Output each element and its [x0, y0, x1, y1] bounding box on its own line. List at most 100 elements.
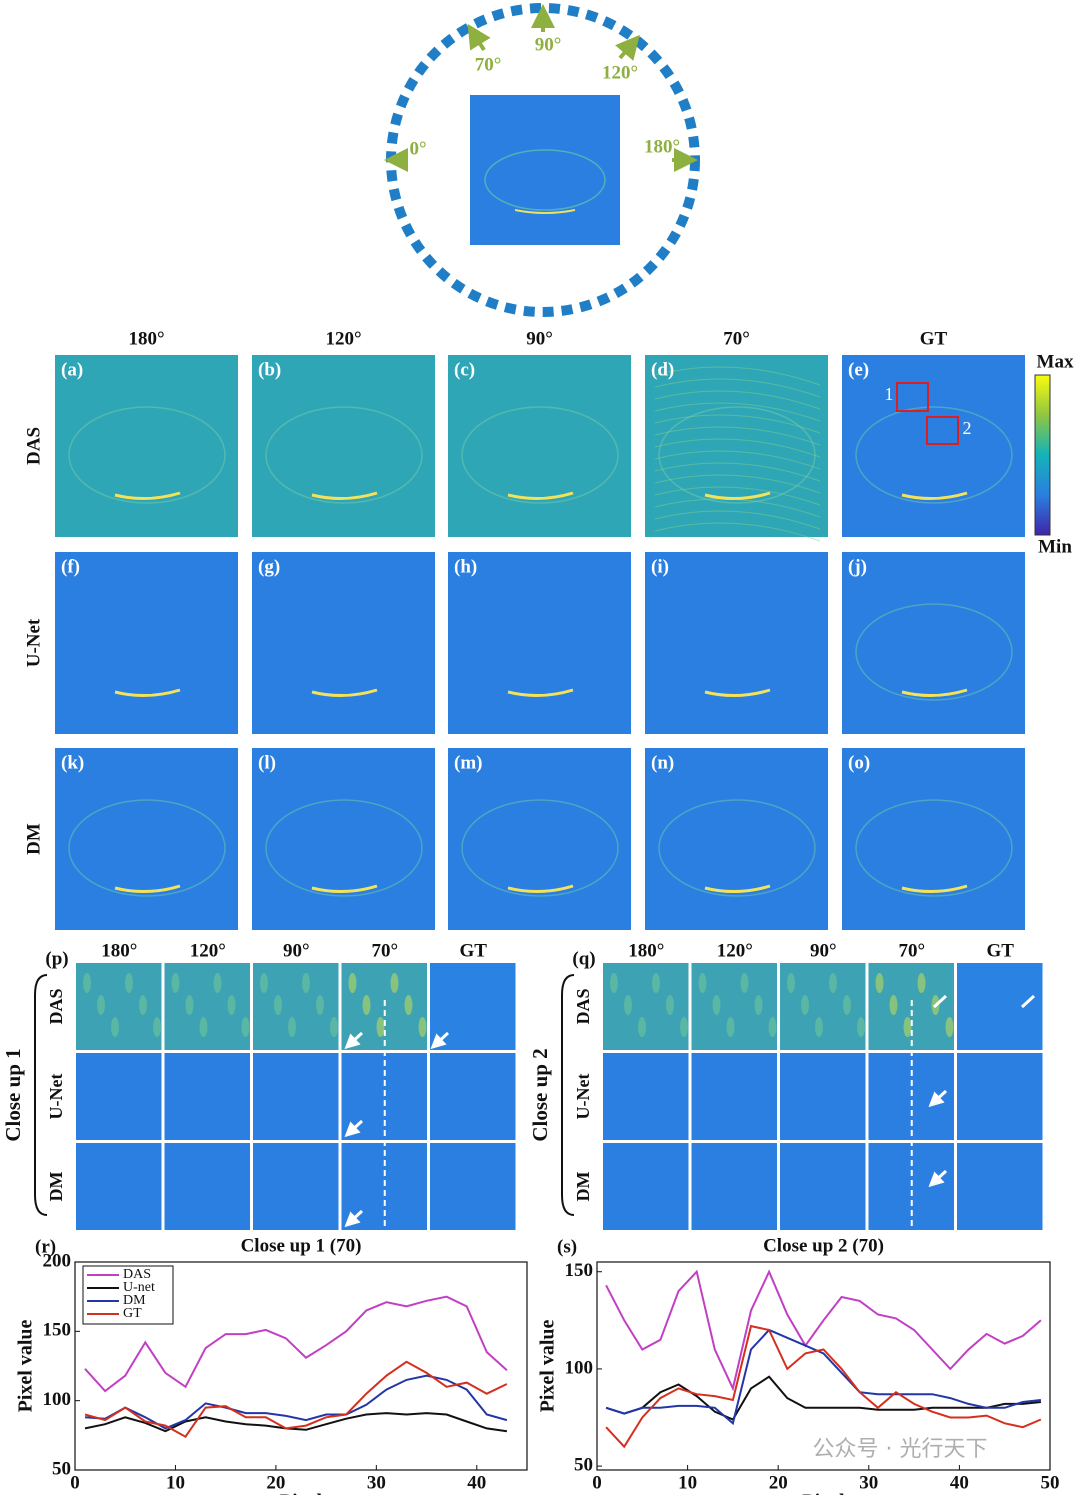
x-tick-label: 50 [1041, 1472, 1060, 1493]
closeup-image [957, 963, 1043, 1050]
closeup-image [957, 1053, 1043, 1140]
series-line [84, 1412, 508, 1433]
texture [404, 995, 413, 1015]
row-label: DM [23, 823, 44, 855]
anatomy [855, 799, 1013, 897]
angle-label: 0° [409, 138, 426, 159]
texture [843, 995, 851, 1015]
texture [768, 1017, 777, 1037]
bracket [561, 974, 575, 1216]
texture [903, 1017, 912, 1037]
texture [171, 973, 180, 993]
texture [348, 973, 357, 993]
panel-label: (l) [258, 752, 276, 773]
artifact [654, 510, 821, 530]
roi-label: 1 [885, 384, 894, 404]
row-label: DAS [573, 988, 593, 1024]
chart-label: (r) [35, 1236, 56, 1257]
anatomy [461, 799, 619, 897]
column-header: 180° [128, 328, 164, 349]
panel-label: (h) [454, 556, 477, 577]
column-header: GT [987, 940, 1015, 961]
texture [917, 973, 926, 993]
roi-label: 2 [963, 418, 972, 438]
anatomy [704, 884, 771, 894]
panel-label: (m) [454, 752, 482, 773]
reconstruction-image [842, 552, 1025, 734]
closeup-image [76, 1053, 162, 1140]
x-tick-label: 30 [859, 1472, 878, 1493]
panel-label: (q) [572, 948, 595, 969]
row-label: U-Net [23, 618, 44, 667]
anatomy [114, 688, 181, 698]
row-label: DM [46, 1172, 66, 1202]
texture [624, 995, 632, 1015]
anatomy [265, 406, 423, 504]
texture [125, 973, 133, 993]
column-header: 90° [283, 940, 310, 961]
x-tick-label: 40 [950, 1472, 969, 1493]
panel-label: (b) [258, 359, 281, 380]
reconstruction-image [448, 355, 631, 537]
texture [829, 973, 837, 993]
texture [680, 1017, 688, 1037]
panel-label: (i) [651, 556, 669, 577]
texture [153, 1017, 161, 1037]
x-tick-label: 20 [769, 1472, 788, 1493]
panel-label: (g) [258, 556, 280, 577]
anatomy [901, 688, 968, 698]
panel-label: (f) [61, 556, 80, 577]
texture [288, 1017, 296, 1037]
closeup-image [430, 1053, 516, 1140]
angle-label: 90° [535, 34, 562, 55]
closeup-image [691, 1143, 777, 1230]
reconstruction-image [645, 355, 828, 537]
reconstruction-image [252, 355, 435, 537]
y-tick-label: 100 [43, 1389, 72, 1410]
reconstruction-image [252, 748, 435, 930]
anatomy [265, 799, 423, 897]
texture [241, 1017, 250, 1037]
panel-label: (n) [651, 752, 674, 773]
x-tick-label: 0 [592, 1472, 602, 1493]
arrow [344, 1031, 364, 1050]
panel-label: (a) [61, 359, 83, 380]
anatomy [507, 884, 574, 894]
artifact [654, 426, 821, 446]
texture [213, 973, 222, 993]
closeup-image [253, 1143, 339, 1230]
legend-label: GT [123, 1306, 142, 1321]
arrow [1020, 994, 1036, 1009]
anatomy [461, 406, 619, 504]
closeup-image [780, 1143, 866, 1230]
artifact [654, 486, 821, 506]
texture [139, 995, 147, 1015]
row-label: U-Net [46, 1074, 66, 1120]
reconstruction-image [842, 748, 1025, 930]
phantom-image [470, 95, 620, 245]
reconstruction-image [55, 355, 238, 537]
angle-label: 180° [644, 136, 680, 157]
artifact [654, 414, 821, 434]
chart-title: Close up 1 (70) [241, 1235, 362, 1256]
reconstruction-image [55, 552, 238, 734]
panel-label: (p) [45, 948, 68, 969]
column-header: GT [920, 328, 948, 349]
y-axis-label: Pixel value [537, 1319, 559, 1412]
colorbar-min: Min [1038, 536, 1072, 557]
anatomy [114, 491, 181, 501]
column-header: 120° [717, 940, 753, 961]
reconstruction-image [645, 748, 828, 930]
series-line [605, 1269, 1042, 1392]
plot-area [596, 1261, 1051, 1471]
colorbar [1034, 374, 1051, 536]
artifact [654, 378, 821, 398]
column-header: GT [460, 940, 488, 961]
arrow [932, 994, 948, 1009]
anatomy [68, 799, 226, 897]
texture [610, 973, 618, 993]
texture [726, 1017, 735, 1037]
chart-label: (s) [557, 1236, 577, 1257]
reconstruction-image [842, 355, 1025, 537]
